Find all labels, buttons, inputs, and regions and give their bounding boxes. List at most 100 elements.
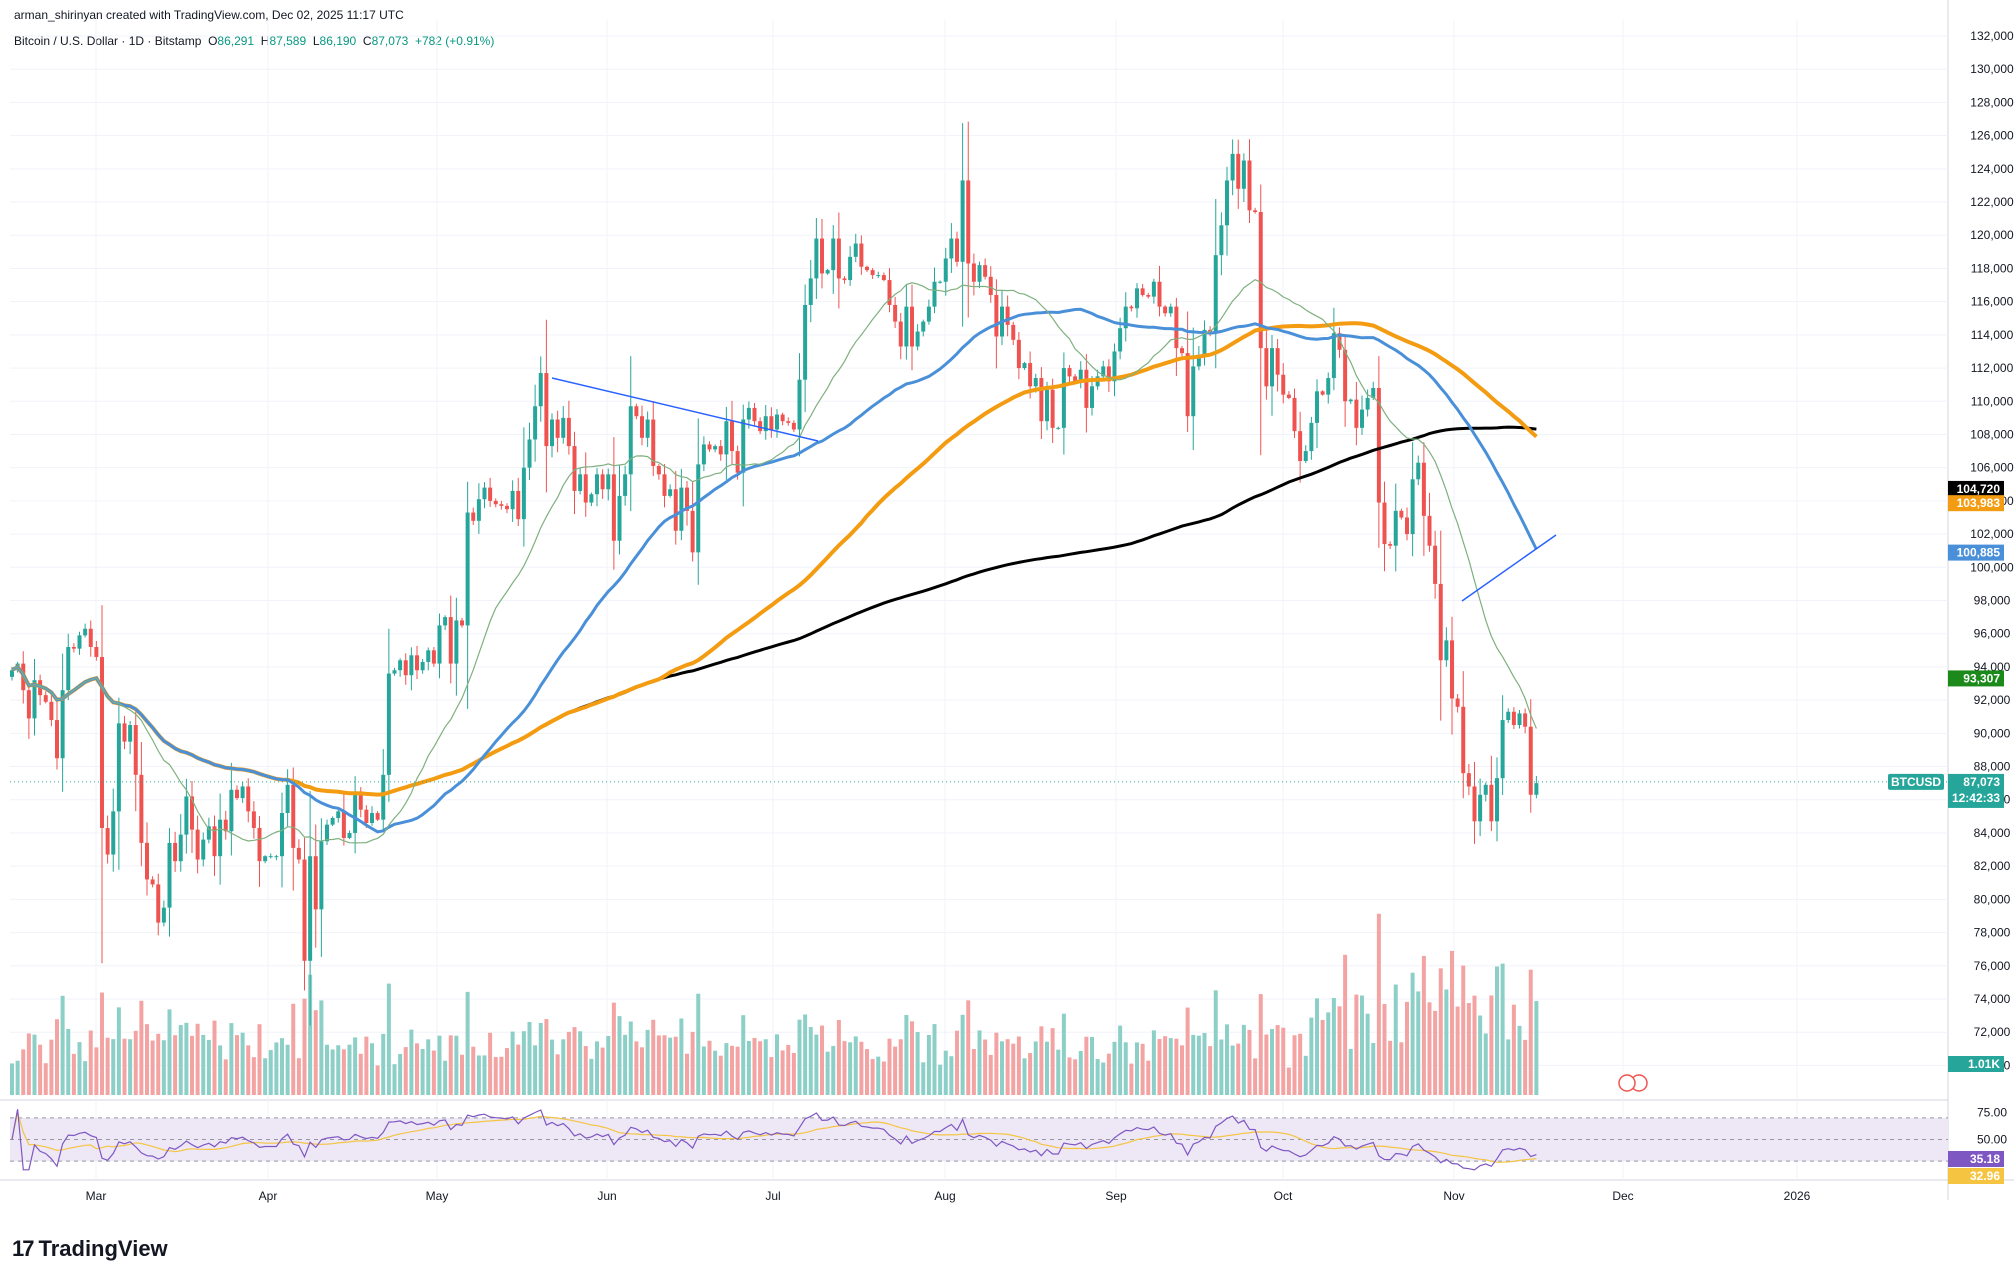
volume-bar	[606, 1035, 611, 1095]
candle-body	[178, 834, 183, 862]
volume-bar	[1320, 1019, 1325, 1095]
candle-body	[375, 813, 380, 820]
volume-bar	[285, 1044, 290, 1095]
volume-bar	[1129, 1063, 1134, 1095]
symbol-description[interactable]: Bitcoin / U.S. Dollar · 1D · Bitstamp	[14, 34, 202, 48]
volume-bar	[409, 1029, 414, 1095]
candle-body	[960, 180, 965, 262]
candle-body	[308, 856, 313, 961]
candle-body	[465, 512, 470, 626]
time-label: Jul	[765, 1189, 780, 1203]
volume-bar	[471, 1046, 476, 1095]
volume-bar	[763, 1039, 768, 1095]
volume-bar	[10, 1063, 14, 1095]
symbol-legend[interactable]: Bitcoin / U.S. Dollar · 1D · Bitstamp O8…	[14, 34, 494, 48]
candle-body	[550, 419, 554, 447]
volume-bar	[1241, 1024, 1246, 1095]
volume-bar	[240, 1032, 245, 1095]
candle-body	[797, 379, 802, 430]
volume-bar	[904, 1015, 909, 1095]
volume-bar	[617, 1016, 622, 1095]
rsi-ma-text: 32.96	[1970, 1169, 2000, 1183]
volume-bar	[600, 1047, 605, 1095]
volume-bar	[848, 1042, 853, 1095]
volume-bar	[803, 1014, 808, 1095]
volume-bar	[673, 1036, 678, 1095]
volume-bar	[1067, 1057, 1072, 1095]
candle-body	[1101, 366, 1106, 377]
candle-body	[977, 265, 982, 282]
volume-bar	[308, 974, 313, 1095]
volume-bar	[1303, 1055, 1308, 1095]
candle-body	[898, 321, 903, 347]
volume-bar	[178, 1025, 183, 1095]
candle-body	[904, 306, 909, 347]
volume-bar	[268, 1050, 273, 1095]
volume-bar	[206, 1039, 211, 1095]
time-label: Nov	[1443, 1189, 1464, 1203]
candle-body	[505, 505, 509, 510]
volume-bar	[1461, 965, 1466, 1095]
volume-bar	[1478, 1015, 1483, 1095]
candle-body	[145, 842, 149, 880]
candle-body	[623, 474, 628, 496]
candle-body	[420, 661, 425, 671]
candle-body	[1528, 726, 1533, 795]
volume-bar	[1022, 1058, 1027, 1095]
time-label: Jun	[597, 1189, 616, 1203]
volume-bar	[797, 1019, 802, 1095]
volume-bar	[561, 1039, 566, 1095]
candle-body	[865, 266, 869, 271]
volume-bar	[960, 1014, 965, 1095]
volume-bar	[831, 1045, 836, 1095]
volume-bar	[77, 1042, 82, 1095]
candle-body	[1011, 324, 1016, 340]
candle-body	[1433, 545, 1438, 584]
candle-body	[881, 275, 886, 281]
volume-bar	[173, 1035, 178, 1095]
candle-body	[223, 819, 228, 832]
volume-bar	[1506, 1039, 1511, 1095]
volume-bar	[1151, 1030, 1156, 1095]
price-tick-label: 114,000	[1971, 328, 2014, 342]
volume-bar	[977, 1030, 982, 1095]
ma-100-line	[10, 321, 1538, 797]
volume-bar	[263, 1058, 268, 1095]
volume-bar	[1174, 1038, 1179, 1095]
candle-body	[1135, 288, 1139, 309]
volume-bar	[43, 1063, 48, 1095]
ma-50-tag-text: 100,885	[1957, 546, 2001, 560]
volume-bar	[701, 1046, 706, 1095]
candle-body	[26, 690, 31, 719]
price-tick-label: 108,000	[1970, 427, 2014, 441]
volume-bar	[730, 1045, 734, 1095]
volume-bar	[398, 1054, 403, 1095]
volume-bar	[1528, 969, 1533, 1095]
candle-body	[966, 180, 971, 264]
candle-body	[1405, 517, 1409, 535]
volume-bar	[437, 1035, 442, 1095]
tradingview-brand[interactable]: 17 TradingView	[12, 1236, 168, 1262]
volume-bar	[1416, 991, 1421, 1095]
candle-body	[268, 856, 273, 858]
volume-bar	[454, 1035, 459, 1095]
volume-bar	[1230, 1045, 1235, 1095]
candle-body	[1213, 255, 1218, 334]
candle-body	[1534, 783, 1539, 795]
volume-bar	[1056, 1049, 1061, 1095]
candle-body	[10, 670, 14, 677]
candle-body	[707, 444, 712, 450]
candle-body	[533, 406, 538, 440]
candle-body	[1067, 368, 1072, 377]
volume-bar	[1033, 1041, 1038, 1095]
volume-bar	[870, 1059, 875, 1095]
candle-body	[415, 655, 419, 671]
volume-bar	[1466, 1003, 1471, 1095]
candle-body	[1196, 354, 1201, 367]
candle-body	[1151, 281, 1156, 297]
candle-body	[296, 847, 301, 860]
candle-body	[645, 419, 650, 438]
volume-bar	[218, 1045, 223, 1095]
price-tick-label: 120,000	[1970, 228, 2014, 242]
